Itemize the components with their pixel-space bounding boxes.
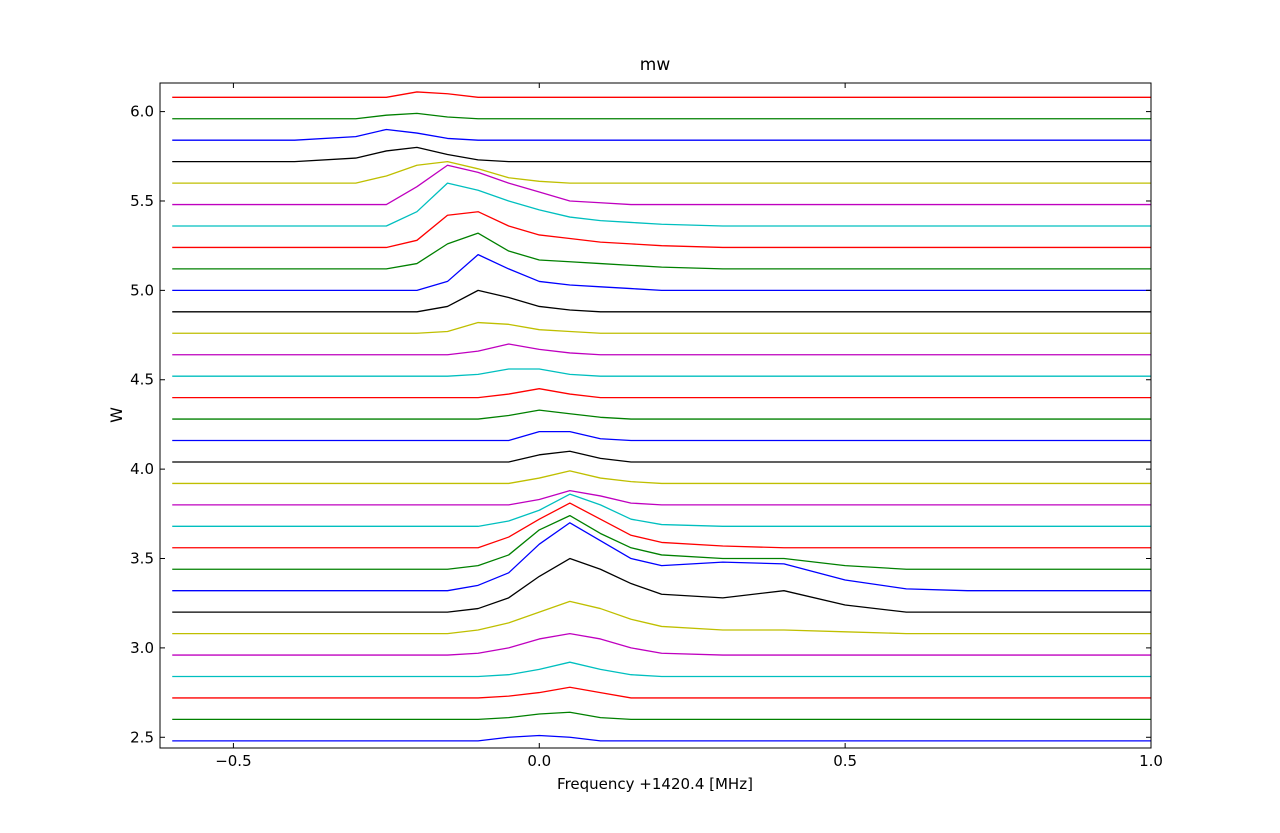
spectrum-line [172, 211, 1151, 249]
y-tick-label: 5.5 [130, 192, 154, 210]
spectrum-line [172, 182, 1151, 227]
spectrum-line [172, 600, 1151, 635]
chart-title: mw [640, 55, 671, 75]
spectrum-line [172, 632, 1151, 656]
spectrum-line [172, 489, 1151, 506]
y-tick-label: 4.0 [130, 460, 154, 478]
spectrum-line [172, 430, 1151, 442]
spectrum-line [172, 661, 1151, 678]
y-tick-label: 2.5 [130, 728, 154, 746]
spectrum-line [172, 91, 1151, 98]
y-tick-label: 3.0 [130, 639, 154, 657]
plot-area [172, 91, 1151, 742]
y-axis-label: W [107, 407, 126, 423]
y-tick-label: 5.0 [130, 281, 154, 299]
spectrum-line [172, 128, 1151, 141]
spectrum-line [172, 522, 1151, 592]
y-tick-label: 4.5 [130, 371, 154, 389]
spectrum-line [172, 686, 1151, 699]
spectrum-line [172, 164, 1151, 206]
spectrum-line [172, 470, 1151, 485]
spectrum-line [172, 321, 1151, 334]
spectrum-line [172, 112, 1151, 120]
spectrum-line [172, 146, 1151, 163]
spectrum-line [172, 409, 1151, 420]
spectrum-line [172, 343, 1151, 356]
spectrum-line [172, 232, 1151, 270]
y-tick-label: 6.0 [130, 103, 154, 121]
spectrum-line [172, 493, 1151, 527]
spectrum-line [172, 711, 1151, 721]
spectrum-line [172, 734, 1151, 742]
x-tick-label: 0.5 [833, 752, 857, 770]
spectrum-line [172, 289, 1151, 313]
x-tick-label: 1.0 [1139, 752, 1163, 770]
x-tick-label: −0.5 [215, 752, 251, 770]
x-tick-label: 0.0 [527, 752, 551, 770]
spectrum-line [172, 557, 1151, 613]
spectrum-line [172, 253, 1151, 292]
spectrum-line [172, 368, 1151, 377]
axes-frame [159, 82, 1152, 749]
x-axis-label: Frequency +1420.4 [MHz] [557, 775, 753, 793]
spectrum-line [172, 161, 1151, 184]
spectrum-line [172, 502, 1151, 549]
spectrum-line [172, 388, 1151, 399]
y-tick-label: 3.5 [130, 550, 154, 568]
spectrum-line [172, 450, 1151, 463]
spectrum-line [172, 514, 1151, 570]
